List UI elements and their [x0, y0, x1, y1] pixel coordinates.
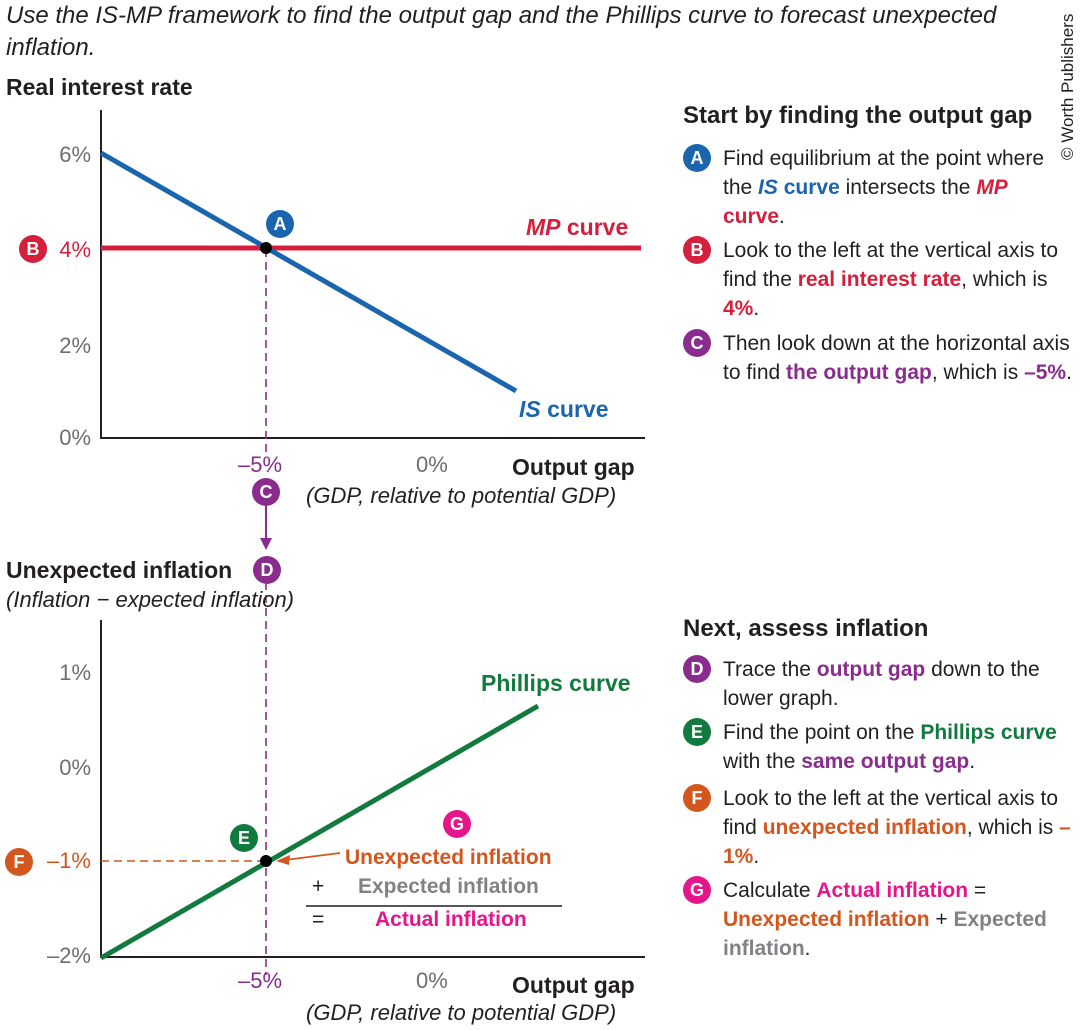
step-c: C Then look down at the horizontal axis …	[683, 329, 1073, 387]
top-x-tick-neg5: –5%	[238, 452, 283, 477]
is-curve-label: IS curve	[519, 396, 609, 422]
phillips-curve-label: Phillips curve	[481, 670, 631, 696]
step-a: A Find equilibrium at the point where th…	[683, 144, 1073, 231]
phillips-point	[260, 855, 272, 867]
badge-c: C	[683, 329, 711, 357]
phillips-curve	[99, 703, 540, 961]
bottom-x-axis-title: Output gap	[512, 972, 635, 998]
calc-expected-inflation: Expected inflation	[358, 875, 539, 898]
badge-e: E	[683, 718, 711, 746]
calc-equals-sign: =	[312, 908, 325, 931]
badge-d-marker: D	[253, 556, 281, 584]
badge-a: A	[683, 144, 711, 172]
step-b: B Look to the left at the vertical axis …	[683, 236, 1073, 323]
calc-actual-inflation: Actual inflation	[375, 908, 527, 931]
badge-b-marker: B	[19, 235, 47, 263]
top-y-tick-2: 2%	[59, 333, 91, 358]
step-e-text: Find the point on the Phillips curve wit…	[723, 721, 1057, 773]
bottom-y-tick-neg1: –1%	[46, 848, 91, 873]
step-e: E Find the point on the Phillips curve w…	[683, 718, 1073, 776]
top-x-axis-subtitle: (GDP, relative to potential GDP)	[306, 483, 617, 508]
step-g-text: Calculate Actual inflation = Unexpected …	[723, 879, 1047, 960]
step-f-text: Look to the left at the vertical axis to…	[723, 787, 1071, 868]
mp-curve-label: MP curve	[526, 214, 629, 240]
pointer-line	[284, 852, 341, 861]
step-c-text: Then look down at the horizontal axis to…	[723, 332, 1072, 384]
top-x-axis-title: Output gap	[512, 454, 635, 480]
bottom-y-axis-title: Unexpected inflation	[6, 557, 233, 583]
equilibrium-point	[260, 242, 272, 254]
top-y-tick-4: 4%	[59, 237, 91, 262]
step-f: F Look to the left at the vertical axis …	[683, 784, 1073, 871]
bottom-y-axis-subtitle: (Inflation − expected inflation)	[6, 587, 295, 612]
panel1-heading: Start by finding the output gap	[683, 102, 1033, 129]
badge-e-marker: E	[230, 824, 258, 852]
bottom-x-axis-subtitle: (GDP, relative to potential GDP)	[306, 1000, 617, 1025]
pointer-head	[276, 855, 290, 865]
bottom-x-tick-0: 0%	[416, 968, 448, 993]
step-b-text: Look to the left at the vertical axis to…	[723, 239, 1059, 320]
bottom-y-tick-0: 0%	[59, 755, 91, 780]
badge-f: F	[683, 784, 711, 812]
top-y-tick-0: 0%	[59, 425, 91, 450]
gap-arrow-head	[260, 538, 272, 550]
badge-a-marker: A	[266, 210, 294, 238]
badge-d: D	[683, 655, 711, 683]
bottom-y-tick-neg2: –2%	[46, 943, 91, 968]
bottom-x-tick-neg5: –5%	[238, 968, 283, 993]
is-curve	[99, 150, 518, 394]
calc-unexpected-inflation: Unexpected inflation	[345, 846, 552, 869]
badge-g-marker: G	[443, 810, 471, 838]
badge-b: B	[683, 236, 711, 264]
step-d-text: Trace the output gap down to the lower g…	[723, 658, 1040, 710]
top-y-tick-6: 6%	[59, 142, 91, 167]
figure-title: Use the IS-MP framework to find the outp…	[6, 2, 997, 61]
badge-f-marker: F	[5, 848, 33, 876]
bottom-y-tick-1: 1%	[59, 660, 91, 685]
calc-plus-sign: +	[312, 875, 325, 898]
badge-g: G	[683, 876, 711, 904]
step-a-text: Find equilibrium at the point where the …	[723, 147, 1045, 228]
badge-c-marker: C	[252, 478, 280, 506]
top-y-axis-title: Real interest rate	[6, 74, 193, 100]
top-x-tick-0: 0%	[416, 452, 448, 477]
step-g: G Calculate Actual inflation = Unexpecte…	[683, 876, 1073, 963]
panel2-heading: Next, assess inflation	[683, 615, 929, 642]
step-d: D Trace the output gap down to the lower…	[683, 655, 1073, 713]
